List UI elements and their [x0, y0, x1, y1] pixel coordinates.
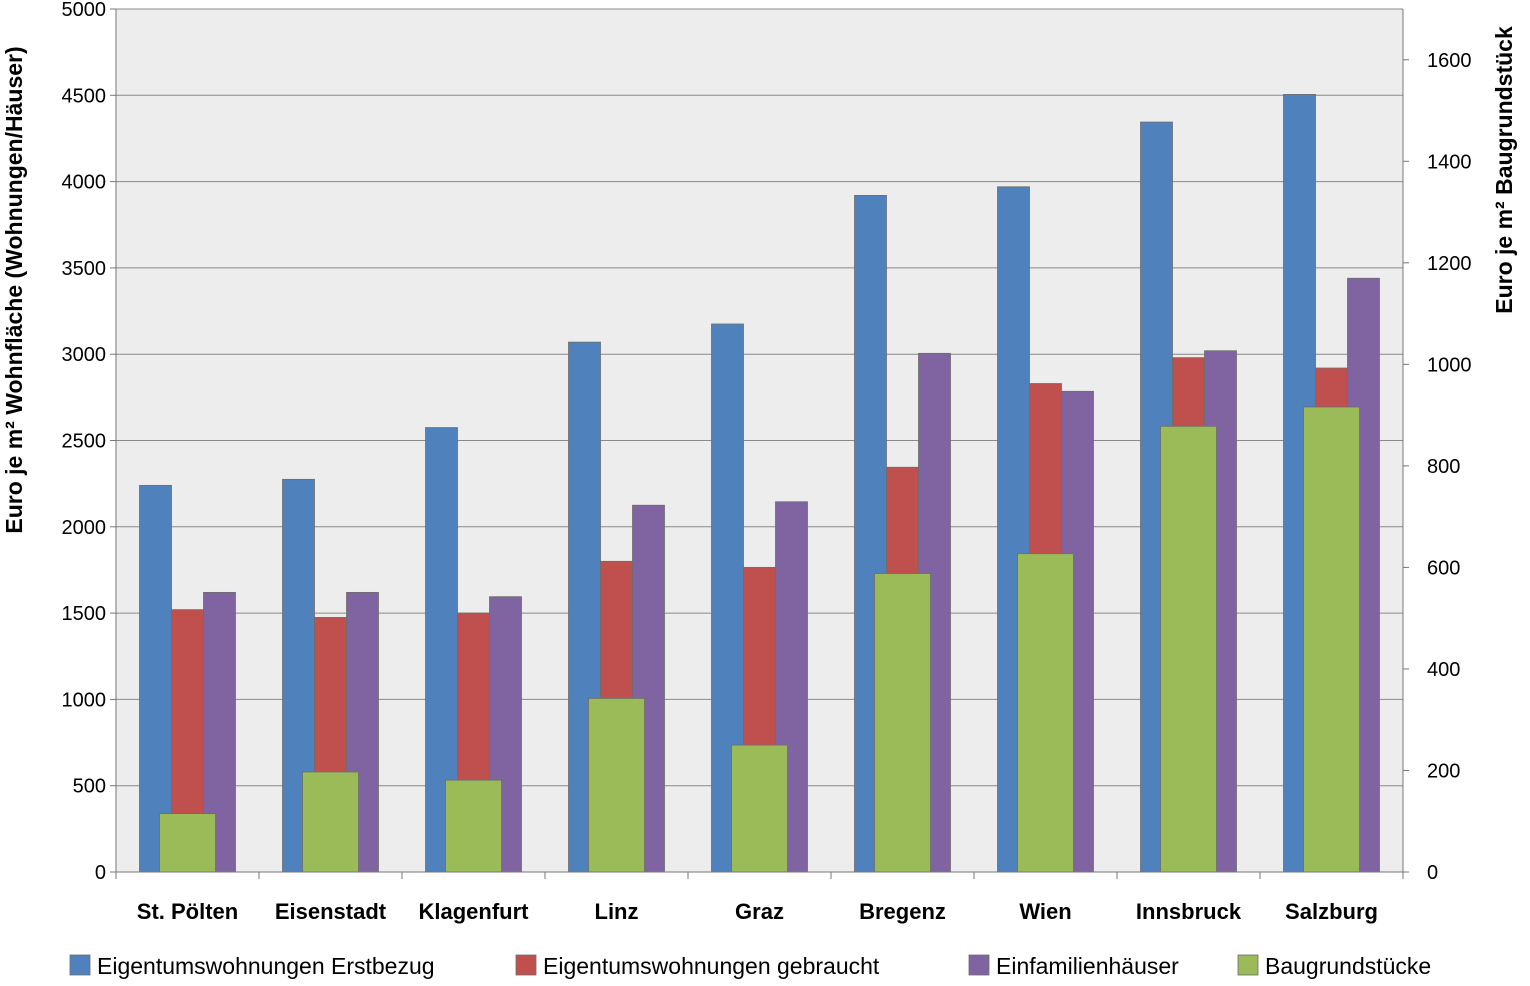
- y-right-tick-label: 600: [1427, 557, 1460, 579]
- y-right-tick-label: 800: [1427, 456, 1460, 478]
- legend-swatch: [1237, 954, 1259, 976]
- legend-swatch: [968, 954, 990, 976]
- y-left-tick-label: 2000: [62, 517, 107, 539]
- bar-baugrundstuecke: [159, 813, 216, 873]
- y-right-tick-label: 0: [1427, 862, 1438, 884]
- x-category-label: Bregenz: [859, 899, 946, 924]
- legend: Eigentumswohnungen Erstbezug Eigentumswoh…: [69, 953, 1431, 979]
- bar-baugrundstuecke: [731, 744, 788, 873]
- bar-baugrundstuecke: [1160, 425, 1217, 873]
- y-axis-left-title: Euro je m² Wohnfläche (Wohnungen/Häuser): [1, 46, 27, 533]
- y-left-tick-label: 2500: [62, 431, 107, 453]
- bar-baugrundstuecke: [874, 573, 931, 873]
- bar-baugrundstuecke: [1303, 406, 1360, 873]
- y-left-tick-label: 5000: [62, 0, 107, 21]
- y-right-tick-label: 1400: [1427, 151, 1472, 173]
- y-right-tick-label: 1600: [1427, 50, 1472, 72]
- y-left-tick-label: 500: [73, 776, 106, 798]
- x-category-label: Eisenstadt: [275, 899, 387, 924]
- x-category-label: St. Pölten: [137, 899, 238, 924]
- bar-baugrundstuecke: [588, 697, 645, 873]
- x-category-label: Wien: [1019, 899, 1071, 924]
- bar-baugrundstuecke: [1017, 553, 1074, 873]
- y-axis-right-title: Euro je m² Baugrundstück: [1491, 26, 1517, 314]
- bars: [139, 94, 1380, 873]
- axes: 0500100015002000250030003500400045005000…: [62, 0, 1472, 924]
- legend-label: Baugrundstücke: [1265, 953, 1431, 979]
- y-right-tick-label: 1000: [1427, 354, 1472, 376]
- y-left-tick-label: 1000: [62, 689, 107, 711]
- legend-label: Einfamilienhäuser: [996, 953, 1179, 979]
- x-category-label: Linz: [595, 899, 639, 924]
- legend-label: Eigentumswohnungen Erstbezug: [97, 953, 435, 979]
- y-right-tick-label: 1200: [1427, 253, 1472, 275]
- legend-swatch: [515, 954, 537, 976]
- y-left-tick-label: 3000: [62, 344, 107, 366]
- legend-label: Eigentumswohnungen gebraucht: [543, 953, 880, 979]
- y-left-tick-label: 3500: [62, 258, 107, 280]
- y-left-tick-label: 1500: [62, 603, 107, 625]
- y-left-tick-label: 4500: [62, 85, 107, 107]
- x-category-label: Innsbruck: [1136, 899, 1242, 924]
- y-left-tick-label: 4000: [62, 172, 107, 194]
- y-left-tick-label: 0: [95, 862, 106, 884]
- bar-eigentumswohnungen-erstbezug: [139, 484, 172, 873]
- x-category-label: Salzburg: [1285, 899, 1378, 924]
- y-right-tick-label: 400: [1427, 659, 1460, 681]
- bar-baugrundstuecke: [302, 771, 359, 873]
- x-category-label: Graz: [735, 899, 784, 924]
- x-category-label: Klagenfurt: [419, 899, 530, 924]
- bar-baugrundstuecke: [445, 779, 502, 873]
- y-right-tick-label: 200: [1427, 760, 1460, 782]
- legend-swatch: [69, 954, 91, 976]
